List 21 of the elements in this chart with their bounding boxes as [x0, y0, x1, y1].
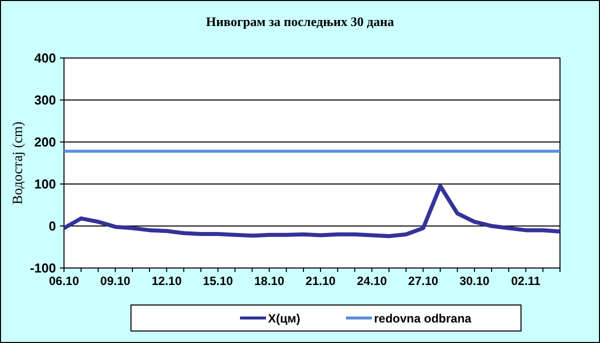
x-tick-label: 21.10 — [306, 274, 336, 288]
line-series — [62, 184, 562, 238]
y-tick-label: 0 — [48, 218, 56, 234]
x-tick-label: 15.10 — [202, 274, 234, 288]
x-tick-label: 12.10 — [152, 274, 182, 288]
chart-title: Нивограм за последњих 30 дана — [206, 14, 394, 29]
x-tick-label: 18.10 — [254, 274, 285, 288]
y-tick-label: 100 — [34, 176, 56, 192]
x-tick-label: 09.10 — [100, 274, 131, 288]
x-tick-label: 27.10 — [408, 274, 439, 288]
y-axis-title: Водостај (cm) — [11, 121, 26, 204]
legend-label: X(цм) — [268, 312, 300, 326]
legend-label: redovna odbrana — [374, 312, 472, 326]
y-tick-label: 300 — [34, 92, 56, 108]
x-tick-label: 30.10 — [459, 274, 490, 288]
x-tick-label: 06.10 — [48, 274, 80, 288]
y-tick-label: 200 — [34, 134, 56, 150]
x-tick-label: 02.11 — [511, 274, 541, 288]
x-tick-label: 24.10 — [356, 274, 388, 288]
y-tick-label: -100 — [30, 260, 56, 276]
y-tick-label: 400 — [34, 50, 56, 66]
